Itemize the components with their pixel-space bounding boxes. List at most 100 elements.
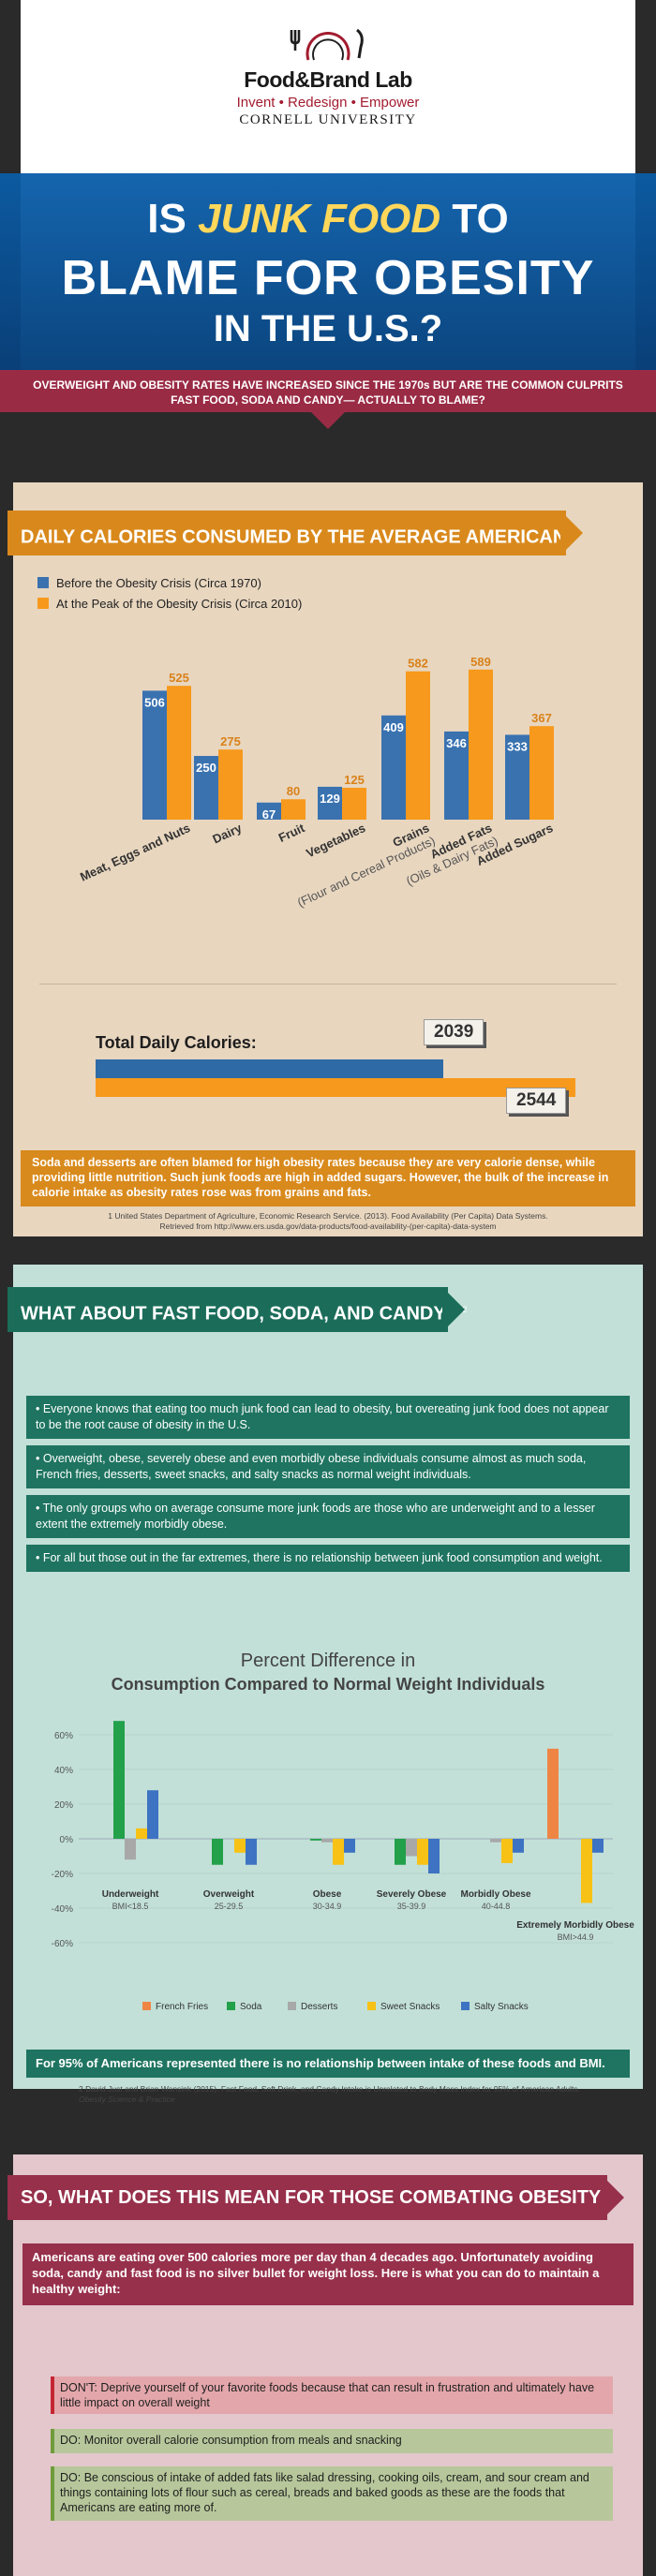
bar-french-fries xyxy=(547,1748,559,1839)
category-sublabel: 30-34.9 xyxy=(313,1902,342,1911)
legend-label-1970: Before the Obesity Crisis (Circa 1970) xyxy=(56,576,261,590)
subtitle-band xyxy=(0,370,656,412)
category-label: Dairy xyxy=(210,821,245,847)
title-line-3: IN THE U.S.? xyxy=(213,308,443,349)
section-combating-obesity: SO, WHAT DOES THIS MEAN FOR THOSE COMBAT… xyxy=(7,2154,643,2576)
bar-salty-snacks xyxy=(513,1839,524,1853)
bar-soda xyxy=(212,1839,223,1865)
section1-reference: 1 United States Department of Agricultur… xyxy=(13,1211,643,1232)
legend-swatch xyxy=(367,2002,376,2010)
bar-salty-snacks xyxy=(147,1790,158,1839)
bar-1970 xyxy=(194,756,218,820)
section3-banner-tip xyxy=(602,2175,624,2220)
section3-heading: SO, WHAT DOES THIS MEAN FOR THOSE COMBAT… xyxy=(7,2175,624,2220)
section1-reference-line-2: Retrieved from http://www.ers.usda.gov/d… xyxy=(159,1221,497,1231)
bar-1970 xyxy=(505,734,529,820)
fork-knife-plate-icon xyxy=(290,28,364,61)
percent-difference-chart: 80%60%40%20%0%-20%-40%-60%UnderweightBMI… xyxy=(52,1721,634,2012)
section3-intro: Americans are eating over 500 calories m… xyxy=(22,2243,634,2305)
category-sublabel: 40-44.8 xyxy=(482,1902,511,1911)
y-tick-label: 20% xyxy=(54,1800,73,1811)
legend-swatch xyxy=(227,2002,235,2010)
y-tick-label: 40% xyxy=(54,1766,73,1776)
bullet-item: • Overweight, obese, severely obese and … xyxy=(26,1445,630,1488)
bar-value-2010: 275 xyxy=(220,734,241,748)
section2-note: For 95% of Americans represented there i… xyxy=(26,2050,630,2078)
legend-label: Desserts xyxy=(301,2002,337,2012)
section1-heading: DAILY CALORIES CONSUMED BY THE AVERAGE A… xyxy=(7,511,583,555)
header-panel: Food&Brand Lab Invent • Redesign • Empow… xyxy=(21,0,635,173)
bullet-item: • The only groups who on average consume… xyxy=(26,1495,630,1538)
bullet-item: • Everyone knows that eating too much ju… xyxy=(26,1396,630,1439)
tip-dont: DON'T: Deprive yourself of your favorite… xyxy=(51,2376,613,2414)
bar-sweet-snacks xyxy=(581,1839,592,1903)
legend-item-1970: Before the Obesity Crisis (Circa 1970) xyxy=(37,576,261,590)
bar-sweet-snacks xyxy=(333,1839,344,1865)
title-prefix: IS xyxy=(147,196,199,242)
category-label: Obese xyxy=(313,1889,342,1900)
bar-value-1970: 250 xyxy=(196,761,216,775)
y-tick-label: 60% xyxy=(54,1731,73,1741)
bar-sweet-snacks xyxy=(136,1828,147,1839)
chart2-title-line-1: Percent Difference in xyxy=(240,1651,416,1671)
legend-label: Sweet Snacks xyxy=(380,2002,440,2012)
legend-label: Salty Snacks xyxy=(474,2002,529,2012)
y-tick-label: -60% xyxy=(52,1939,73,1949)
bar-value-1970: 506 xyxy=(144,695,165,709)
bar-salty-snacks xyxy=(344,1839,355,1853)
bar-soda xyxy=(395,1839,406,1865)
bar-value-1970: 129 xyxy=(320,792,340,806)
legend-swatch-orange xyxy=(37,598,49,609)
section2-heading-text: WHAT ABOUT FAST FOOD, SODA, AND CANDY? xyxy=(21,1303,457,1325)
category-label: Fruit xyxy=(276,821,307,845)
bullet-item: • For all but those out in the far extre… xyxy=(26,1545,630,1572)
section-fast-food: WHAT ABOUT FAST FOOD, SODA, AND CANDY? 2… xyxy=(7,1265,643,2104)
bar-2010 xyxy=(529,726,554,820)
bar-desserts xyxy=(490,1839,501,1843)
title-line-1: IS JUNK FOOD TO xyxy=(21,196,635,243)
legend-item-2010: At the Peak of the Obesity Crisis (Circa… xyxy=(37,597,302,611)
bar-sweet-snacks xyxy=(501,1839,513,1863)
bar-desserts xyxy=(406,1839,417,1857)
bar-desserts xyxy=(321,1839,333,1843)
legend-label: Soda xyxy=(240,2002,262,2012)
legend-label-2010: At the Peak of the Obesity Crisis (Circa… xyxy=(56,597,303,611)
subtitle: OVERWEIGHT AND OBESITY RATES HAVE INCREA… xyxy=(0,378,656,407)
bar-2010 xyxy=(406,671,430,820)
chart2-title-line-2: Consumption Compared to Normal Weight In… xyxy=(111,1675,545,1694)
bar-1970 xyxy=(318,786,342,820)
bar-1970 xyxy=(142,690,167,820)
calories-bar-chart: 506 525 Meat, Eggs and Nuts 250 275 Dairy 67 80… xyxy=(78,655,555,910)
section-daily-calories: DAILY CALORIES CONSUMED BY THE AVERAGE A… xyxy=(7,482,643,1236)
title-accent: JUNK FOOD xyxy=(198,196,441,242)
tip-do-monitor: DO: Monitor overall calorie consumption … xyxy=(51,2429,613,2453)
category-sublabel: BMI>44.9 xyxy=(558,1932,594,1942)
bar-desserts xyxy=(125,1839,136,1860)
logo: Food&Brand Lab Invent • Redesign • Empow… xyxy=(21,67,635,128)
total-bar-2010 xyxy=(96,1078,575,1097)
section2-reference-line-2: Obesity Science & Practice xyxy=(79,2095,175,2104)
bar-value-2010: 80 xyxy=(287,784,300,798)
category-label: Vegetables xyxy=(304,821,367,860)
total-tag-2010: 2544 xyxy=(506,1088,567,1114)
total-tag-1970: 2039 xyxy=(424,1019,485,1045)
y-tick-label: -20% xyxy=(52,1870,73,1880)
category-sublabel: 35-39.9 xyxy=(397,1902,426,1911)
tip-do-monitor-edge xyxy=(51,2429,54,2453)
category-label: Severely Obese xyxy=(377,1889,447,1900)
section2-banner-tip xyxy=(442,1287,465,1332)
section3-heading-text: SO, WHAT DOES THIS MEAN FOR THOSE COMBAT… xyxy=(21,2187,613,2208)
bar-sweet-snacks xyxy=(417,1839,428,1865)
category-label: Morbidly Obese xyxy=(460,1889,530,1900)
bar-value-1970: 333 xyxy=(507,739,528,753)
bar-1970 xyxy=(381,715,406,820)
legend-swatch xyxy=(461,2002,470,2010)
bar-value-2010: 589 xyxy=(470,655,491,669)
section2-reference-line-1: 2 David Just and Brian Wansink (2015). F… xyxy=(79,2084,580,2094)
category-sublabel: BMI<18.5 xyxy=(112,1902,149,1911)
section1-heading-text: DAILY CALORIES CONSUMED BY THE AVERAGE A… xyxy=(21,526,567,548)
bar-value-2010: 525 xyxy=(169,671,189,685)
bar-salty-snacks xyxy=(246,1839,257,1865)
section1-banner-tip xyxy=(560,511,583,555)
bar-2010 xyxy=(218,749,243,820)
